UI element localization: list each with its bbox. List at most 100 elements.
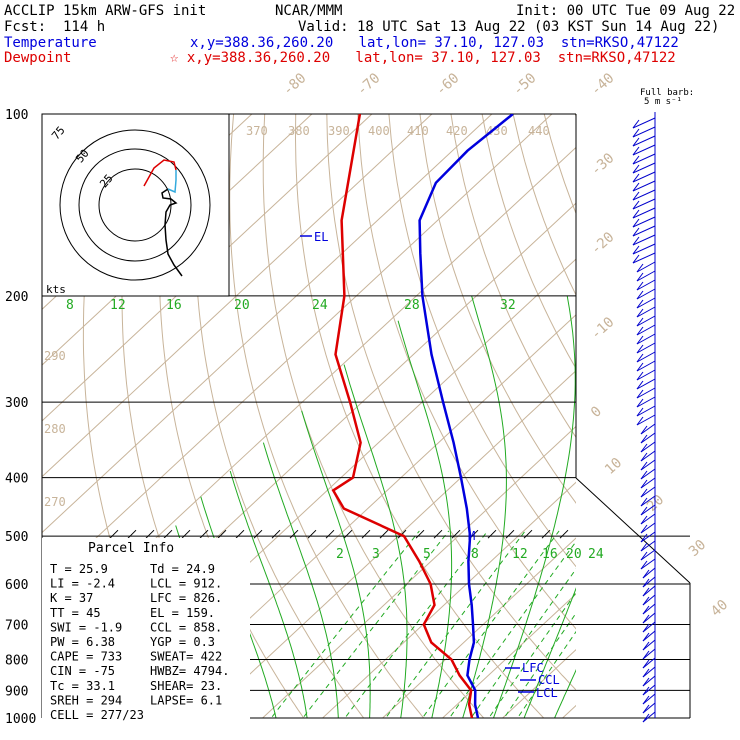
isotherm-label: -30 [588,150,618,179]
wind-barb-flag [632,209,640,219]
hatch-mark [271,529,281,539]
wind-barb [642,675,656,687]
mixing-ratio-label: 2 [336,547,344,562]
wind-barb-flag [636,335,644,345]
wind-barb-flag [632,146,640,156]
init-time: Init: 00 UTC Tue 09 Aug 22 [516,3,736,19]
wind-barb [640,558,656,570]
parcel-info-row-left: K = 37 [50,591,93,605]
wind-barb [640,549,656,561]
isotherm [442,593,576,718]
mixing-ratio-label: 20 [566,547,582,562]
valid-time: Valid: 18 UTC Sat 13 Aug 22 (03 KST Sun … [298,19,720,35]
hatch-mark [145,529,155,539]
parcel-info-row-right: LAPSE= 6.1 [150,693,222,707]
wind-barb [640,441,656,453]
wind-barb-flag [632,119,640,129]
wind-barb-flag [632,200,640,210]
mixing-ratio-label: 20 [234,298,250,313]
isotherm-label: 40 [708,597,731,620]
wind-barb [632,144,656,156]
hatch-mark [379,529,389,539]
mixing-ratio-label: 16 [166,298,182,313]
mixing-ratio-label: 8 [471,547,479,562]
wind-barb-flag [636,317,644,327]
parcel-info-row-left: CAPE = 733 [50,650,122,664]
wind-barb [636,360,656,372]
hatch-mark [199,529,209,539]
wind-barb-flag [640,497,648,507]
wind-barb [632,207,656,219]
mixing-ratio-label: 5 [423,547,431,562]
wind-barb [642,567,656,579]
pressure-tick-label: 500 [5,530,28,545]
wind-barb [636,315,656,327]
mixing-ratio-line [488,591,576,718]
mixing-ratio-label: 8 [66,298,74,313]
wind-barb [636,270,656,282]
wind-barb-flag [632,128,640,138]
wind-barb-flag [642,650,650,660]
hatch-mark [505,529,515,539]
isotherm-label: 10 [602,455,625,478]
dry-adiabat [450,114,576,439]
wind-barb [632,234,656,246]
wind-barb [642,603,656,615]
parcel-info-row-left: SWI = -1.9 [50,620,122,634]
wind-barb [632,216,656,228]
wind-barb [642,711,656,723]
wind-barb [632,243,656,255]
wind-barb-flag [636,407,644,417]
wind-barb [636,405,656,417]
wind-barb-flag [642,578,650,588]
wind-barb-flag [642,623,650,633]
wind-barb [636,324,656,336]
wind-barb [640,540,656,552]
hatch-mark [541,529,551,539]
wind-barb-flag [642,695,650,705]
wind-barb [640,423,656,435]
temperature-legend-label: Temperature [4,35,97,51]
wind-barb-flag [636,362,644,372]
wind-barb-flag [636,389,644,399]
wind-barb [636,342,656,354]
hatch-mark [253,529,263,539]
dry-adiabat [637,114,740,731]
pressure-tick-label: 800 [5,653,28,668]
dry-adiabat [606,114,740,731]
temperature-profile [418,114,514,718]
isotherm-label: -20 [588,229,618,258]
wind-barb [642,693,656,705]
theta-label: 270 [44,495,66,509]
parcel-info-title: Parcel Info [88,541,174,556]
wind-barb [642,666,656,678]
parcel-info-row-right: CCL = 858. [150,620,222,634]
wind-barb-flag [640,506,648,516]
parcel-info-row-right: SWEAT= 422 [150,650,222,664]
isotherm-label: -40 [588,70,618,99]
wind-barb [642,639,656,651]
wind-barb [642,702,656,714]
wind-barb-flag [642,569,650,579]
hatch-mark [559,529,569,539]
hodograph-trace-high [143,159,177,187]
parcel-info-row-right: SHEAR= 23. [150,679,222,693]
wind-barb-flag [640,425,648,435]
isotherm-label: 20 [644,492,667,515]
mixing-ratio-label: 24 [588,547,604,562]
hatch-mark [127,529,137,539]
theta-label: 390 [328,124,350,138]
dry-adiabat [668,114,740,731]
wind-barb-flag [636,290,644,300]
wind-barb-flag [632,218,640,228]
mixing-ratio-line [385,530,526,718]
dry-adiabat [731,114,740,731]
wind-barb [642,630,656,642]
wind-barb-flag [642,659,650,669]
theta-label: 410 [407,124,429,138]
wind-barb-flag [632,137,640,147]
level-label: CCL [538,673,560,687]
wind-barb-flag [636,371,644,381]
mixing-ratio-line [470,568,576,718]
dry-adiabat [512,114,576,297]
